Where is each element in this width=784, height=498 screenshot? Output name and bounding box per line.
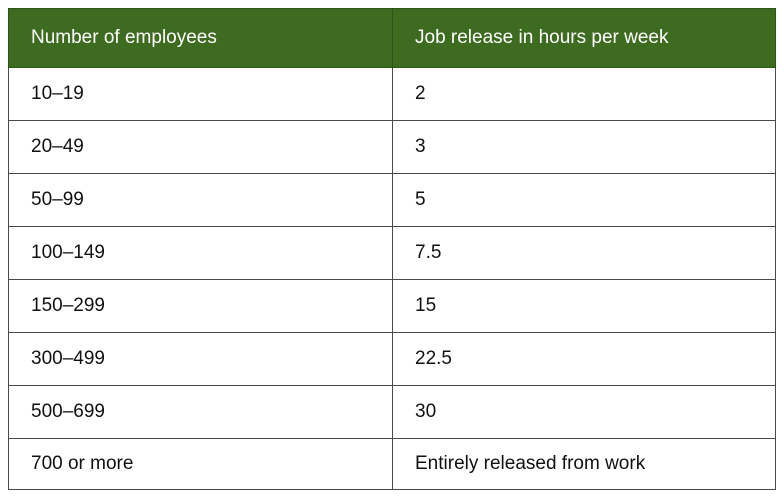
header-number-of-employees: Number of employees (8, 8, 393, 68)
table-header-row: Number of employees Job release in hours… (8, 8, 776, 68)
hours-cell: 30 (392, 385, 776, 439)
table-row: 700 or more Entirely released from work (8, 438, 776, 490)
employees-cell: 100–149 (8, 226, 393, 280)
employees-cell: 10–19 (8, 67, 393, 121)
employees-cell: 700 or more (8, 438, 393, 490)
employees-cell: 20–49 (8, 120, 393, 174)
table-row: 300–499 22.5 (8, 332, 776, 386)
hours-cell: 3 (392, 120, 776, 174)
table-row: 10–19 2 (8, 67, 776, 121)
header-job-release-hours: Job release in hours per week (392, 8, 776, 68)
table-row: 500–699 30 (8, 385, 776, 439)
table-row: 100–149 7.5 (8, 226, 776, 280)
hours-cell: 22.5 (392, 332, 776, 386)
table-row: 150–299 15 (8, 279, 776, 333)
hours-cell: 7.5 (392, 226, 776, 280)
hours-cell: 5 (392, 173, 776, 227)
job-release-table-container: Number of employees Job release in hours… (8, 8, 776, 490)
employees-cell: 50–99 (8, 173, 393, 227)
table-row: 50–99 5 (8, 173, 776, 227)
table-row: 20–49 3 (8, 120, 776, 174)
job-release-table: Number of employees Job release in hours… (8, 8, 776, 490)
hours-cell: Entirely released from work (392, 438, 776, 490)
employees-cell: 300–499 (8, 332, 393, 386)
employees-cell: 150–299 (8, 279, 393, 333)
employees-cell: 500–699 (8, 385, 393, 439)
hours-cell: 15 (392, 279, 776, 333)
hours-cell: 2 (392, 67, 776, 121)
